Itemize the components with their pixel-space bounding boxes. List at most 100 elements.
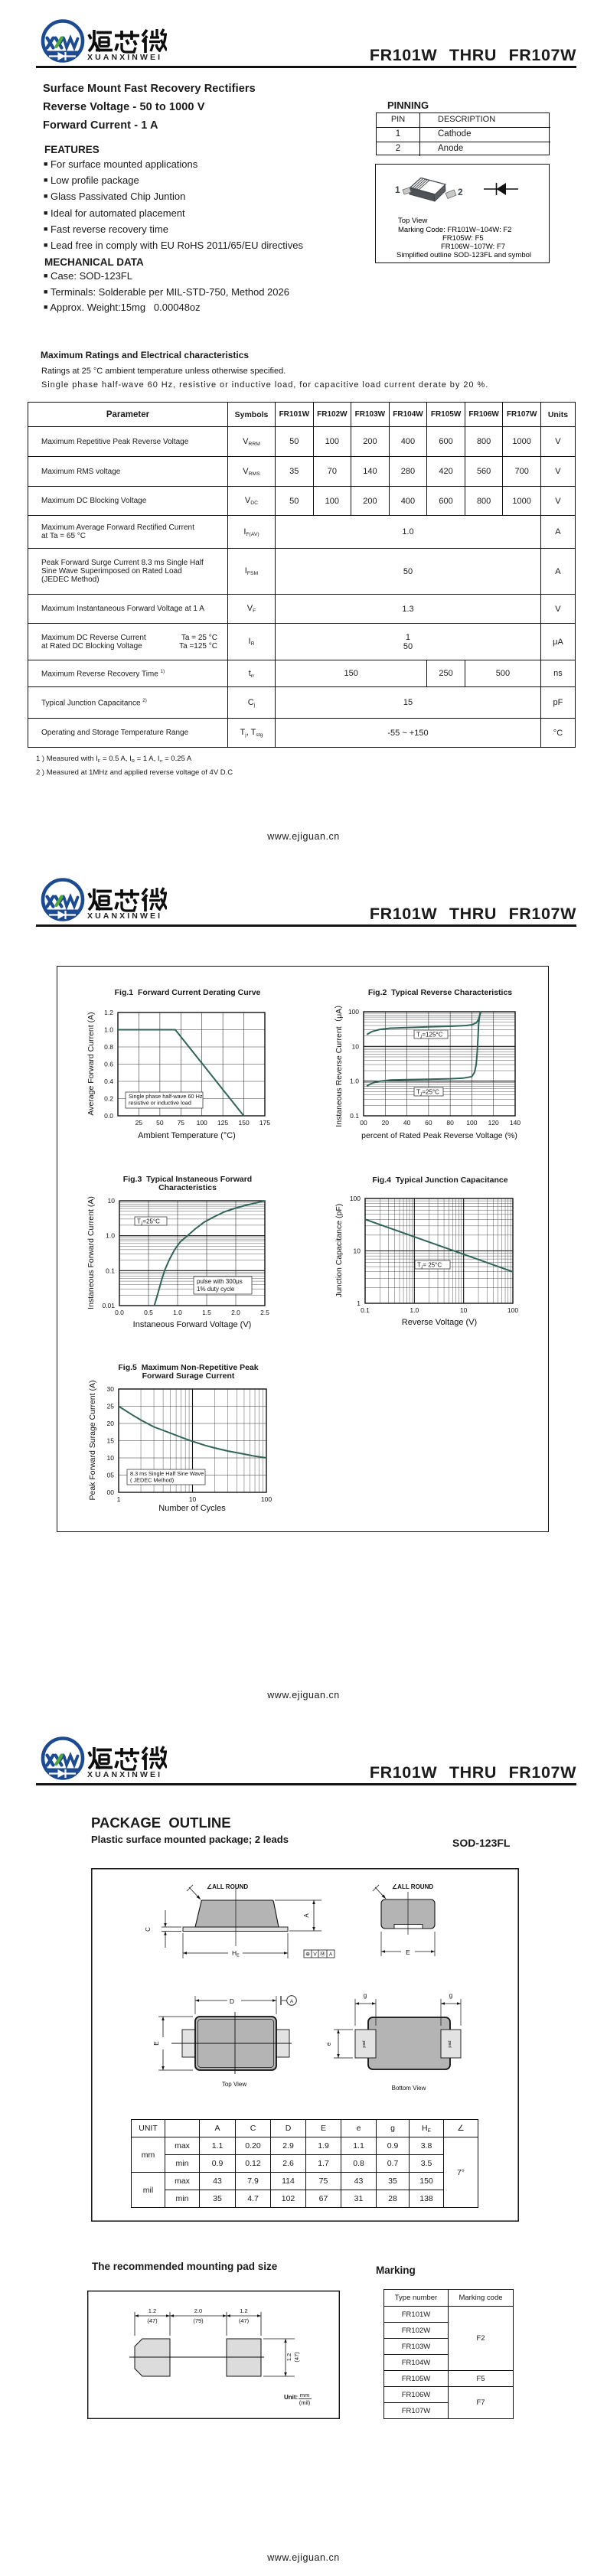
svg-text:HE: HE bbox=[232, 1949, 240, 1958]
svg-text:2.5: 2.5 bbox=[260, 1309, 269, 1316]
svg-text:8.3 ms Single Half Sine Wave: 8.3 ms Single Half Sine Wave bbox=[130, 1470, 204, 1477]
svg-text:2.0: 2.0 bbox=[194, 2307, 202, 2314]
svg-text:1.0: 1.0 bbox=[410, 1306, 419, 1314]
svg-text:120: 120 bbox=[488, 1119, 499, 1127]
svg-text:(47): (47) bbox=[239, 2317, 250, 2324]
svg-text:1.2: 1.2 bbox=[148, 2307, 156, 2314]
svg-text:1.0: 1.0 bbox=[104, 1026, 113, 1034]
svg-text:(mil): (mil) bbox=[299, 2399, 311, 2406]
svg-text:V: V bbox=[313, 1952, 317, 1958]
svg-text:percent of Rated Peak Reverse: percent of Rated Peak Reverse Voltage (%… bbox=[361, 1131, 517, 1140]
svg-text:1% duty cycle: 1% duty cycle bbox=[197, 1286, 235, 1293]
svg-text:00: 00 bbox=[360, 1119, 367, 1127]
svg-text:D: D bbox=[230, 1997, 234, 2005]
svg-text:Simplified outline SOD-123FL a: Simplified outline SOD-123FL and symbol bbox=[397, 251, 531, 259]
svg-text:1.0: 1.0 bbox=[350, 1078, 359, 1085]
svg-text:pulse with 300μs: pulse with 300μs bbox=[197, 1278, 243, 1285]
svg-text:pad: pad bbox=[448, 2040, 452, 2047]
svg-text:Average Forward Current (A): Average Forward Current (A) bbox=[86, 1012, 96, 1115]
svg-text:Marking Code: FR101W~104W: F2: Marking Code: FR101W~104W: F2 bbox=[398, 226, 511, 234]
svg-text:Bottom View: Bottom View bbox=[392, 2085, 426, 2092]
svg-text:100: 100 bbox=[350, 1195, 361, 1202]
svg-text:10: 10 bbox=[460, 1306, 468, 1314]
svg-text:1.5: 1.5 bbox=[202, 1309, 211, 1316]
svg-text:∠ALL ROUND: ∠ALL ROUND bbox=[207, 1883, 248, 1890]
svg-text:1.2: 1.2 bbox=[104, 1009, 113, 1016]
svg-text:Single phase half-wave 60 Hz: Single phase half-wave 60 Hz bbox=[129, 1093, 203, 1100]
svg-text:Instaneous Forward Current (A): Instaneous Forward Current (A) bbox=[86, 1196, 96, 1309]
svg-text:0.5: 0.5 bbox=[144, 1309, 153, 1316]
svg-text:FR105W: F5: FR105W: F5 bbox=[442, 234, 484, 243]
svg-text:Top View: Top View bbox=[222, 2081, 247, 2088]
svg-text:1.0: 1.0 bbox=[106, 1232, 115, 1240]
svg-text:Number of Cycles: Number of Cycles bbox=[158, 1504, 226, 1513]
svg-text:10: 10 bbox=[108, 1197, 116, 1205]
svg-text:0.4: 0.4 bbox=[104, 1078, 113, 1085]
svg-text:Reverse Voltage (V): Reverse Voltage (V) bbox=[402, 1318, 477, 1327]
svg-text:Top View: Top View bbox=[398, 217, 428, 225]
svg-text:175: 175 bbox=[259, 1119, 270, 1127]
svg-text:0.1: 0.1 bbox=[361, 1306, 370, 1314]
svg-text:1.0: 1.0 bbox=[173, 1309, 182, 1316]
svg-text:e: e bbox=[325, 2042, 332, 2046]
svg-text:2.0: 2.0 bbox=[231, 1309, 240, 1316]
svg-text:1.2: 1.2 bbox=[240, 2307, 247, 2314]
svg-text:0.1: 0.1 bbox=[350, 1112, 359, 1120]
svg-text:20: 20 bbox=[382, 1119, 390, 1127]
svg-text:pad: pad bbox=[362, 2040, 367, 2047]
svg-text:1.2: 1.2 bbox=[286, 2353, 292, 2361]
svg-text:60: 60 bbox=[425, 1119, 432, 1127]
svg-text:40: 40 bbox=[403, 1119, 411, 1127]
svg-text:E: E bbox=[406, 1948, 410, 1956]
svg-text:A: A bbox=[290, 1999, 294, 2004]
svg-text:0.1: 0.1 bbox=[106, 1267, 115, 1274]
svg-text:Junction Capacitance (pF): Junction Capacitance (pF) bbox=[335, 1204, 344, 1298]
svg-text:TJ= 25°C: TJ= 25°C bbox=[417, 1262, 442, 1270]
svg-text:150: 150 bbox=[239, 1119, 250, 1127]
svg-text:Instaneous Reverse Current（μA）: Instaneous Reverse Current（μA） bbox=[335, 1000, 344, 1127]
svg-text:0.2: 0.2 bbox=[104, 1095, 113, 1103]
svg-text:g: g bbox=[449, 1992, 452, 1999]
svg-text:50: 50 bbox=[156, 1119, 164, 1127]
svg-text:125: 125 bbox=[217, 1119, 228, 1127]
svg-text:TJ=25°C: TJ=25°C bbox=[416, 1089, 439, 1097]
svg-text:100: 100 bbox=[466, 1119, 477, 1127]
svg-text:A: A bbox=[329, 1952, 333, 1958]
svg-text:mm: mm bbox=[300, 2392, 310, 2398]
svg-text:10: 10 bbox=[352, 1042, 360, 1050]
svg-text:1: 1 bbox=[357, 1299, 361, 1307]
svg-text:Peak Forward Surage Current (A: Peak Forward Surage Current (A) bbox=[88, 1381, 97, 1501]
svg-text:A: A bbox=[303, 1913, 310, 1918]
svg-text:Instaneous Forward Voltage (V): Instaneous Forward Voltage (V) bbox=[133, 1320, 252, 1329]
svg-text:(47): (47) bbox=[293, 2352, 300, 2362]
svg-text:FR106W~107W: F7: FR106W~107W: F7 bbox=[441, 243, 505, 251]
svg-text:2: 2 bbox=[458, 187, 463, 197]
svg-text:100: 100 bbox=[348, 1008, 359, 1016]
svg-text:Unit:: Unit: bbox=[284, 2394, 298, 2401]
svg-text:C: C bbox=[145, 1927, 152, 1932]
svg-text:00: 00 bbox=[107, 1489, 115, 1496]
svg-text:100: 100 bbox=[507, 1306, 518, 1314]
svg-text:(47): (47) bbox=[147, 2317, 158, 2324]
svg-text:140: 140 bbox=[510, 1119, 521, 1127]
svg-text:Ⓜ: Ⓜ bbox=[320, 1952, 325, 1958]
svg-text:25: 25 bbox=[135, 1119, 143, 1127]
svg-text:E: E bbox=[152, 2041, 160, 2046]
svg-text:05: 05 bbox=[107, 1472, 115, 1479]
svg-text:80: 80 bbox=[446, 1119, 454, 1127]
svg-text:25: 25 bbox=[107, 1403, 115, 1410]
svg-text:1: 1 bbox=[117, 1495, 121, 1503]
svg-text:75: 75 bbox=[178, 1119, 185, 1127]
svg-text:0.0: 0.0 bbox=[115, 1309, 124, 1316]
svg-text:g: g bbox=[364, 1992, 367, 1999]
svg-text:0.01: 0.01 bbox=[102, 1302, 115, 1309]
svg-text:0.6: 0.6 bbox=[104, 1061, 113, 1068]
svg-text:20: 20 bbox=[107, 1420, 115, 1427]
svg-text:∠ALL ROUND: ∠ALL ROUND bbox=[392, 1883, 433, 1890]
svg-text:1: 1 bbox=[395, 184, 400, 195]
svg-text:( JEDEC Method): ( JEDEC Method) bbox=[130, 1477, 174, 1484]
svg-text:15: 15 bbox=[107, 1437, 115, 1445]
svg-text:10: 10 bbox=[107, 1454, 115, 1462]
svg-text:10: 10 bbox=[189, 1495, 197, 1503]
svg-text:⊕: ⊕ bbox=[305, 1952, 310, 1958]
